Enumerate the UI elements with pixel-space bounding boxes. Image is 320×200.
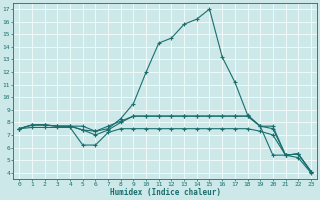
X-axis label: Humidex (Indice chaleur): Humidex (Indice chaleur)	[110, 188, 220, 197]
